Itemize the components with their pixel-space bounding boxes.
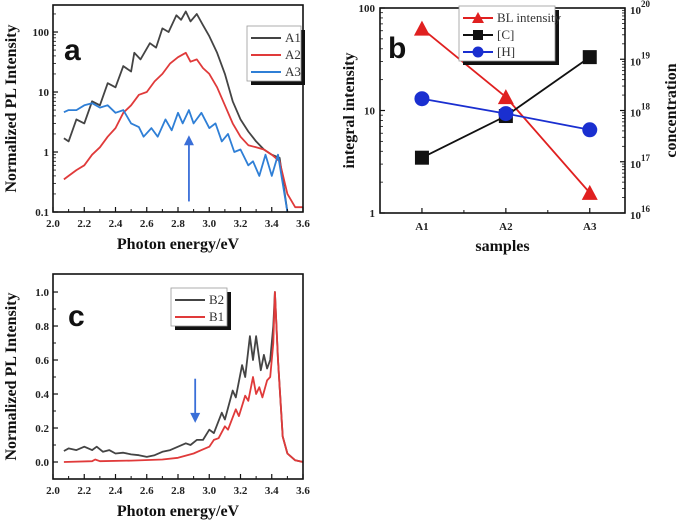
series-B2 [63, 291, 304, 463]
y-tick-label: 10 [38, 87, 50, 99]
legend-label: [H] [497, 44, 515, 59]
legend-label: B1 [209, 309, 224, 324]
y-tick-label: 1 [370, 208, 376, 220]
circle-marker [472, 46, 484, 58]
y-tick-label: 0.4 [35, 389, 49, 401]
panel-label-c: c [68, 300, 85, 333]
y-axis-title: Normalized PL Intensity [3, 293, 20, 461]
x-tick-label: 3.4 [265, 218, 279, 230]
x-tick-label: 2.6 [140, 218, 154, 230]
y-axis-title: integral intensity [341, 53, 358, 169]
x-tick-label: 2.8 [171, 485, 185, 497]
y2-tick-exponent: 17 [641, 153, 651, 163]
y2-tick-exponent: 20 [641, 0, 651, 9]
y2-tick-base: 10 [630, 159, 642, 171]
legend-box [170, 287, 228, 327]
data-point-[C]-A1 [414, 150, 429, 165]
legend-label: BL intensity [497, 10, 562, 25]
series-A3 [63, 102, 289, 213]
x-tick-label: 2.0 [46, 218, 60, 230]
y-tick-label: 100 [359, 3, 376, 15]
data-point-BL intensity-A2 [497, 89, 514, 105]
x-tick-label: A3 [583, 221, 597, 233]
arrow-head-icon [183, 135, 194, 146]
y2-tick-label: 1019 [630, 50, 651, 68]
series-A1 [63, 10, 289, 213]
data-point-[C]-A3 [582, 50, 597, 65]
data-point-BL intensity-A3 [581, 184, 598, 200]
legend-label: A3 [285, 64, 301, 79]
legend-label: [C] [497, 27, 514, 42]
legend-label: A2 [285, 47, 301, 62]
x-tick-label: 2.4 [109, 485, 123, 497]
x-axis-title: Photon energy/eV [117, 503, 240, 520]
square-marker [473, 30, 483, 40]
x-tick-label: 3.6 [296, 485, 310, 497]
panel-b: A1 A2 A311010010161017101810191020samplesi… [341, 0, 680, 255]
x-tick-label: 3.0 [202, 485, 216, 497]
y-tick-label: 0.1 [35, 207, 49, 219]
x-tick-label: 3.2 [234, 218, 248, 230]
y2-tick-base: 10 [630, 5, 642, 17]
x-tick-label: 3.4 [265, 485, 279, 497]
x-axis-title: samples [475, 238, 529, 255]
y-tick-label: 0.0 [35, 457, 49, 469]
data-point-[H]-A3 [582, 122, 598, 138]
panel-label-b: b [388, 32, 406, 65]
series-B1 [63, 291, 304, 463]
x-tick-label: 3.2 [234, 485, 248, 497]
x-tick-label: 2.2 [77, 218, 91, 230]
y2-tick-label: 1018 [630, 102, 651, 120]
panel-label-a: a [64, 34, 81, 67]
x-tick-label: 3.0 [202, 218, 216, 230]
y-tick-label: 1 [44, 147, 50, 159]
y2-tick-label: 1016 [630, 204, 651, 222]
data-point-[H]-A2 [498, 106, 514, 122]
y2-tick-exponent: 16 [641, 204, 651, 214]
x-tick-label: 2.6 [140, 485, 154, 497]
triangle-marker [472, 12, 484, 23]
panel-c: 2.0 2.2 2.4 2.6 2.8 3.0 3.2 3.4 3.6 0.0 0.2 0.4 0.6 0… [3, 273, 310, 520]
data-point-[H]-A1 [414, 91, 430, 107]
x-tick-label: 2.4 [109, 218, 123, 230]
y2-tick-base: 10 [630, 210, 642, 222]
x-axis-title: Photon energy/eV [117, 236, 240, 253]
legend-label: B2 [209, 292, 224, 307]
y-tick-label: 1.0 [35, 287, 49, 299]
legend-label: A1 [285, 30, 301, 45]
y2-tick-exponent: 18 [641, 102, 651, 112]
panel-a: 2.0 2.2 2.4 2.6 2.8 3.0 3.2 3.4 3.6 0.1 1 10 100 Phot… [3, 4, 310, 253]
y2-tick-label: 1017 [630, 153, 651, 171]
x-tick-label: A1 [415, 221, 428, 233]
y-tick-label: 0.6 [35, 355, 49, 367]
series-A2 [63, 51, 303, 209]
y-tick-label: 0.2 [35, 423, 49, 435]
y-tick-label: 10 [364, 106, 376, 118]
x-tick-label: 2.0 [46, 485, 60, 497]
y-axis-title: Normalized PL Intensity [3, 25, 20, 193]
y2-tick-base: 10 [630, 56, 642, 68]
y2-axis-title: concentration [663, 63, 680, 157]
y-tick-label: 100 [33, 27, 50, 39]
x-tick-label: 2.2 [77, 485, 91, 497]
y2-tick-base: 10 [630, 108, 642, 120]
y2-tick-label: 1020 [630, 0, 651, 17]
x-tick-label: A2 [499, 221, 513, 233]
x-tick-label: 2.8 [171, 218, 185, 230]
y2-tick-exponent: 19 [641, 50, 651, 60]
y-tick-label: 0.8 [35, 321, 49, 333]
data-point-BL intensity-A1 [413, 20, 430, 36]
x-tick-label: 3.6 [296, 218, 310, 230]
arrow-head-icon [190, 412, 201, 423]
